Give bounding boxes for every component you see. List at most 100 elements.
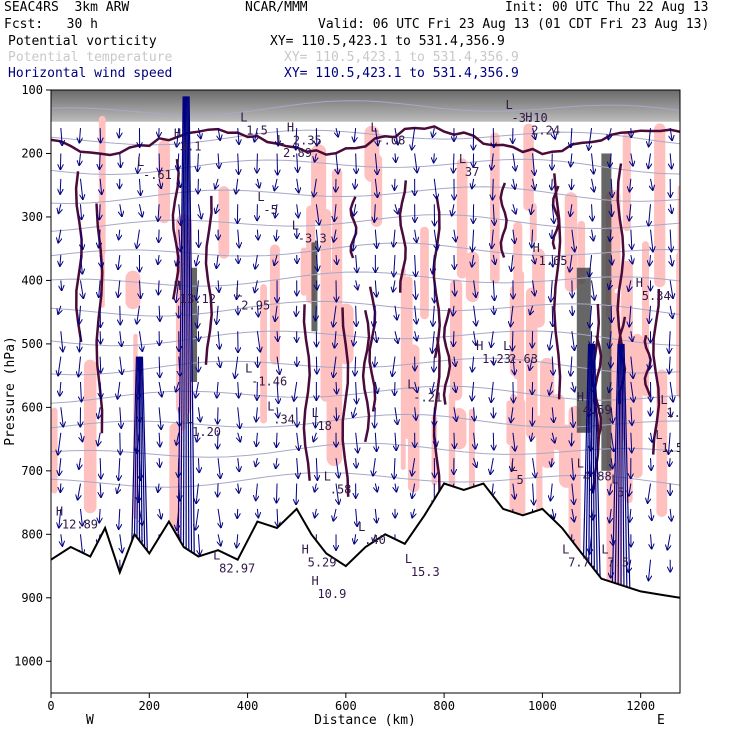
wind-vector: [99, 280, 100, 297]
wind-vector: [375, 483, 377, 492]
wind-vector: [333, 356, 336, 378]
wind-vector: [472, 381, 474, 400]
wind-vector-strong: [593, 343, 595, 598]
pv-annotation-value: 5.34: [642, 289, 671, 303]
wind-vector: [61, 407, 63, 426]
wind-vector: [216, 204, 218, 213]
wind-vector: [196, 508, 199, 530]
wind-vector: [513, 381, 514, 402]
wind-vector: [137, 229, 140, 248]
wind-vector: [218, 280, 219, 291]
wind-vector: [453, 331, 454, 346]
wind-vector: [375, 280, 376, 296]
wind-vector: [493, 178, 494, 200]
pv-contour: [74, 171, 83, 343]
pv-annotation-value: 4.88: [583, 470, 612, 484]
wind-vector: [118, 381, 120, 399]
wind-vector: [139, 204, 142, 216]
wind-vector: [80, 229, 82, 249]
wind-vector: [315, 153, 317, 161]
wind-vector: [198, 204, 201, 218]
wind-vector: [60, 381, 61, 396]
pv-annotation: H: [287, 120, 294, 134]
pv-annotation: L: [611, 473, 618, 487]
wind-vector: [356, 153, 357, 173]
legend-wind-xy: XY= 110.5,423.1 to 531.4,356.9: [284, 66, 519, 81]
wind-vector: [474, 280, 476, 297]
wind-vector: [395, 153, 396, 161]
pv-annotation: H: [311, 574, 318, 588]
pv-annotation: H: [476, 339, 483, 353]
wind-vector: [611, 407, 613, 422]
wind-vector: [631, 381, 634, 402]
wind-vector: [218, 331, 220, 349]
wind-vector: [218, 127, 220, 140]
wind-vector: [274, 254, 277, 265]
wind-vector: [395, 483, 396, 492]
wind-vector: [454, 280, 455, 295]
wind-vector: [159, 381, 162, 396]
wind-vector: [552, 508, 554, 518]
x-tick-label: 0: [47, 699, 54, 713]
wind-vector: [294, 381, 297, 401]
wind-vector: [336, 254, 337, 264]
pv-contour: [302, 304, 311, 481]
wind-vector: [375, 331, 376, 342]
pv-annotation-value: 4.59: [583, 403, 612, 417]
wind-vector: [649, 128, 651, 146]
valid-time: Valid: 06 UTC Fri 23 Aug 13 (01 CDT Fri …: [318, 17, 710, 32]
wind-vector: [276, 432, 277, 447]
theta-contour: [51, 186, 680, 205]
wind-vector: [493, 432, 494, 450]
wind-vector: [453, 153, 454, 172]
wind-vector: [549, 381, 552, 395]
wind-vector: [571, 153, 572, 166]
wind-vector: [235, 356, 238, 378]
y-tick-label: 200: [21, 146, 43, 160]
pv-positive-shade: [300, 247, 308, 296]
wind-vector: [334, 204, 336, 221]
wind-vector: [531, 432, 533, 441]
wind-vector: [472, 356, 473, 372]
wind-vector: [117, 483, 120, 493]
wind-vector: [395, 305, 397, 320]
wind-vector: [609, 381, 611, 392]
wind-vector: [393, 280, 395, 291]
wind-vector: [669, 356, 670, 374]
wind-vector-strong: [593, 343, 601, 598]
wind-vector: [432, 381, 435, 393]
wind-vector: [61, 534, 63, 545]
pv-shade-top: [51, 90, 680, 122]
wind-vector: [120, 356, 122, 375]
wind-vector: [355, 178, 356, 189]
wind-vector: [356, 458, 357, 468]
wind-vector: [552, 432, 554, 443]
wind-vector: [159, 508, 161, 519]
theta-contour: [51, 242, 680, 257]
wind-vector: [589, 254, 591, 277]
wind-vector: [474, 457, 477, 467]
wind-vector: [100, 254, 102, 267]
pv-annotation-value: -3.10: [512, 111, 548, 125]
wind-vector: [99, 153, 100, 169]
wind-vector: [533, 127, 536, 139]
pv-positive-shade: [101, 149, 106, 202]
wind-vector: [415, 331, 417, 340]
pv-annotation: L: [358, 520, 365, 534]
wind-vector-strong: [586, 343, 591, 598]
wind-vector: [100, 381, 101, 398]
wind-vector: [373, 458, 375, 475]
pv-annotation: L: [311, 406, 318, 420]
pv-annotation-value: .34: [273, 413, 295, 427]
y-axis-label: Pressure (hPa): [3, 336, 18, 446]
wind-vector: [533, 254, 536, 263]
wind-vector: [631, 331, 633, 341]
wind-vector: [511, 407, 513, 422]
wind-vector: [159, 458, 160, 467]
wind-vector-strong: [187, 96, 189, 636]
wind-vector: [238, 432, 241, 442]
wind-vector: [512, 331, 513, 350]
wind-vector: [492, 229, 494, 249]
wind-vector: [58, 229, 61, 243]
wind-vector: [415, 381, 418, 392]
